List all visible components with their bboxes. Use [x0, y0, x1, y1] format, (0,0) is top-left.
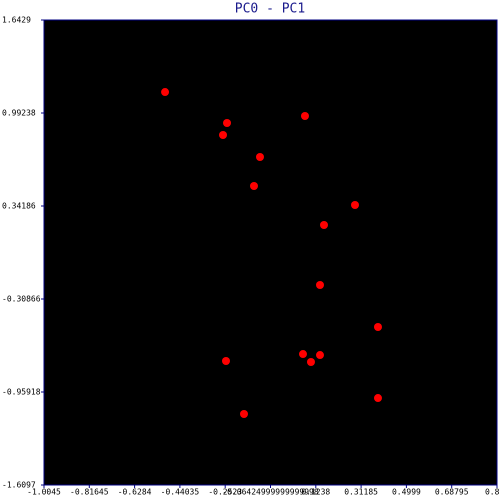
x-tick-label: 0.1238 [301, 488, 330, 497]
y-tick-label: 1.6429 [2, 16, 31, 25]
x-tick-label: -0.44035 [161, 488, 200, 497]
x-tick-label: -0.06424999999999998 [222, 488, 319, 497]
y-tick-label: 0.34186 [2, 202, 36, 211]
y-tick-label: -1.6097 [2, 481, 36, 490]
point [221, 357, 230, 366]
x-tick-label: 0.4999 [392, 488, 421, 497]
x-tick-label: -0.81645 [70, 488, 109, 497]
y-tick-label: -0.30866 [2, 295, 41, 304]
point [239, 410, 248, 419]
x-tick-label: -1.0045 [27, 488, 61, 497]
point [219, 130, 228, 139]
point [161, 88, 170, 97]
point [373, 394, 382, 403]
point [255, 153, 264, 162]
x-tick-label: -0.6284 [118, 488, 152, 497]
plot-area [43, 19, 498, 486]
point [373, 323, 382, 332]
x-tick-label: -0.2523 [208, 488, 242, 497]
point [315, 351, 324, 360]
point [223, 119, 232, 128]
point [306, 358, 315, 367]
x-tick-label: 0.876 [485, 488, 500, 497]
point [319, 220, 328, 229]
point [350, 201, 359, 210]
chart-title: PC0 - PC1 [235, 2, 305, 17]
point [300, 111, 309, 120]
y-tick-label: 0.99238 [2, 109, 36, 118]
y-tick-label: -0.95918 [2, 388, 41, 397]
x-tick-label: 0.31185 [344, 488, 378, 497]
point [298, 350, 307, 359]
point [249, 182, 258, 191]
x-tick-label: 0.68795 [435, 488, 469, 497]
point [315, 281, 324, 290]
